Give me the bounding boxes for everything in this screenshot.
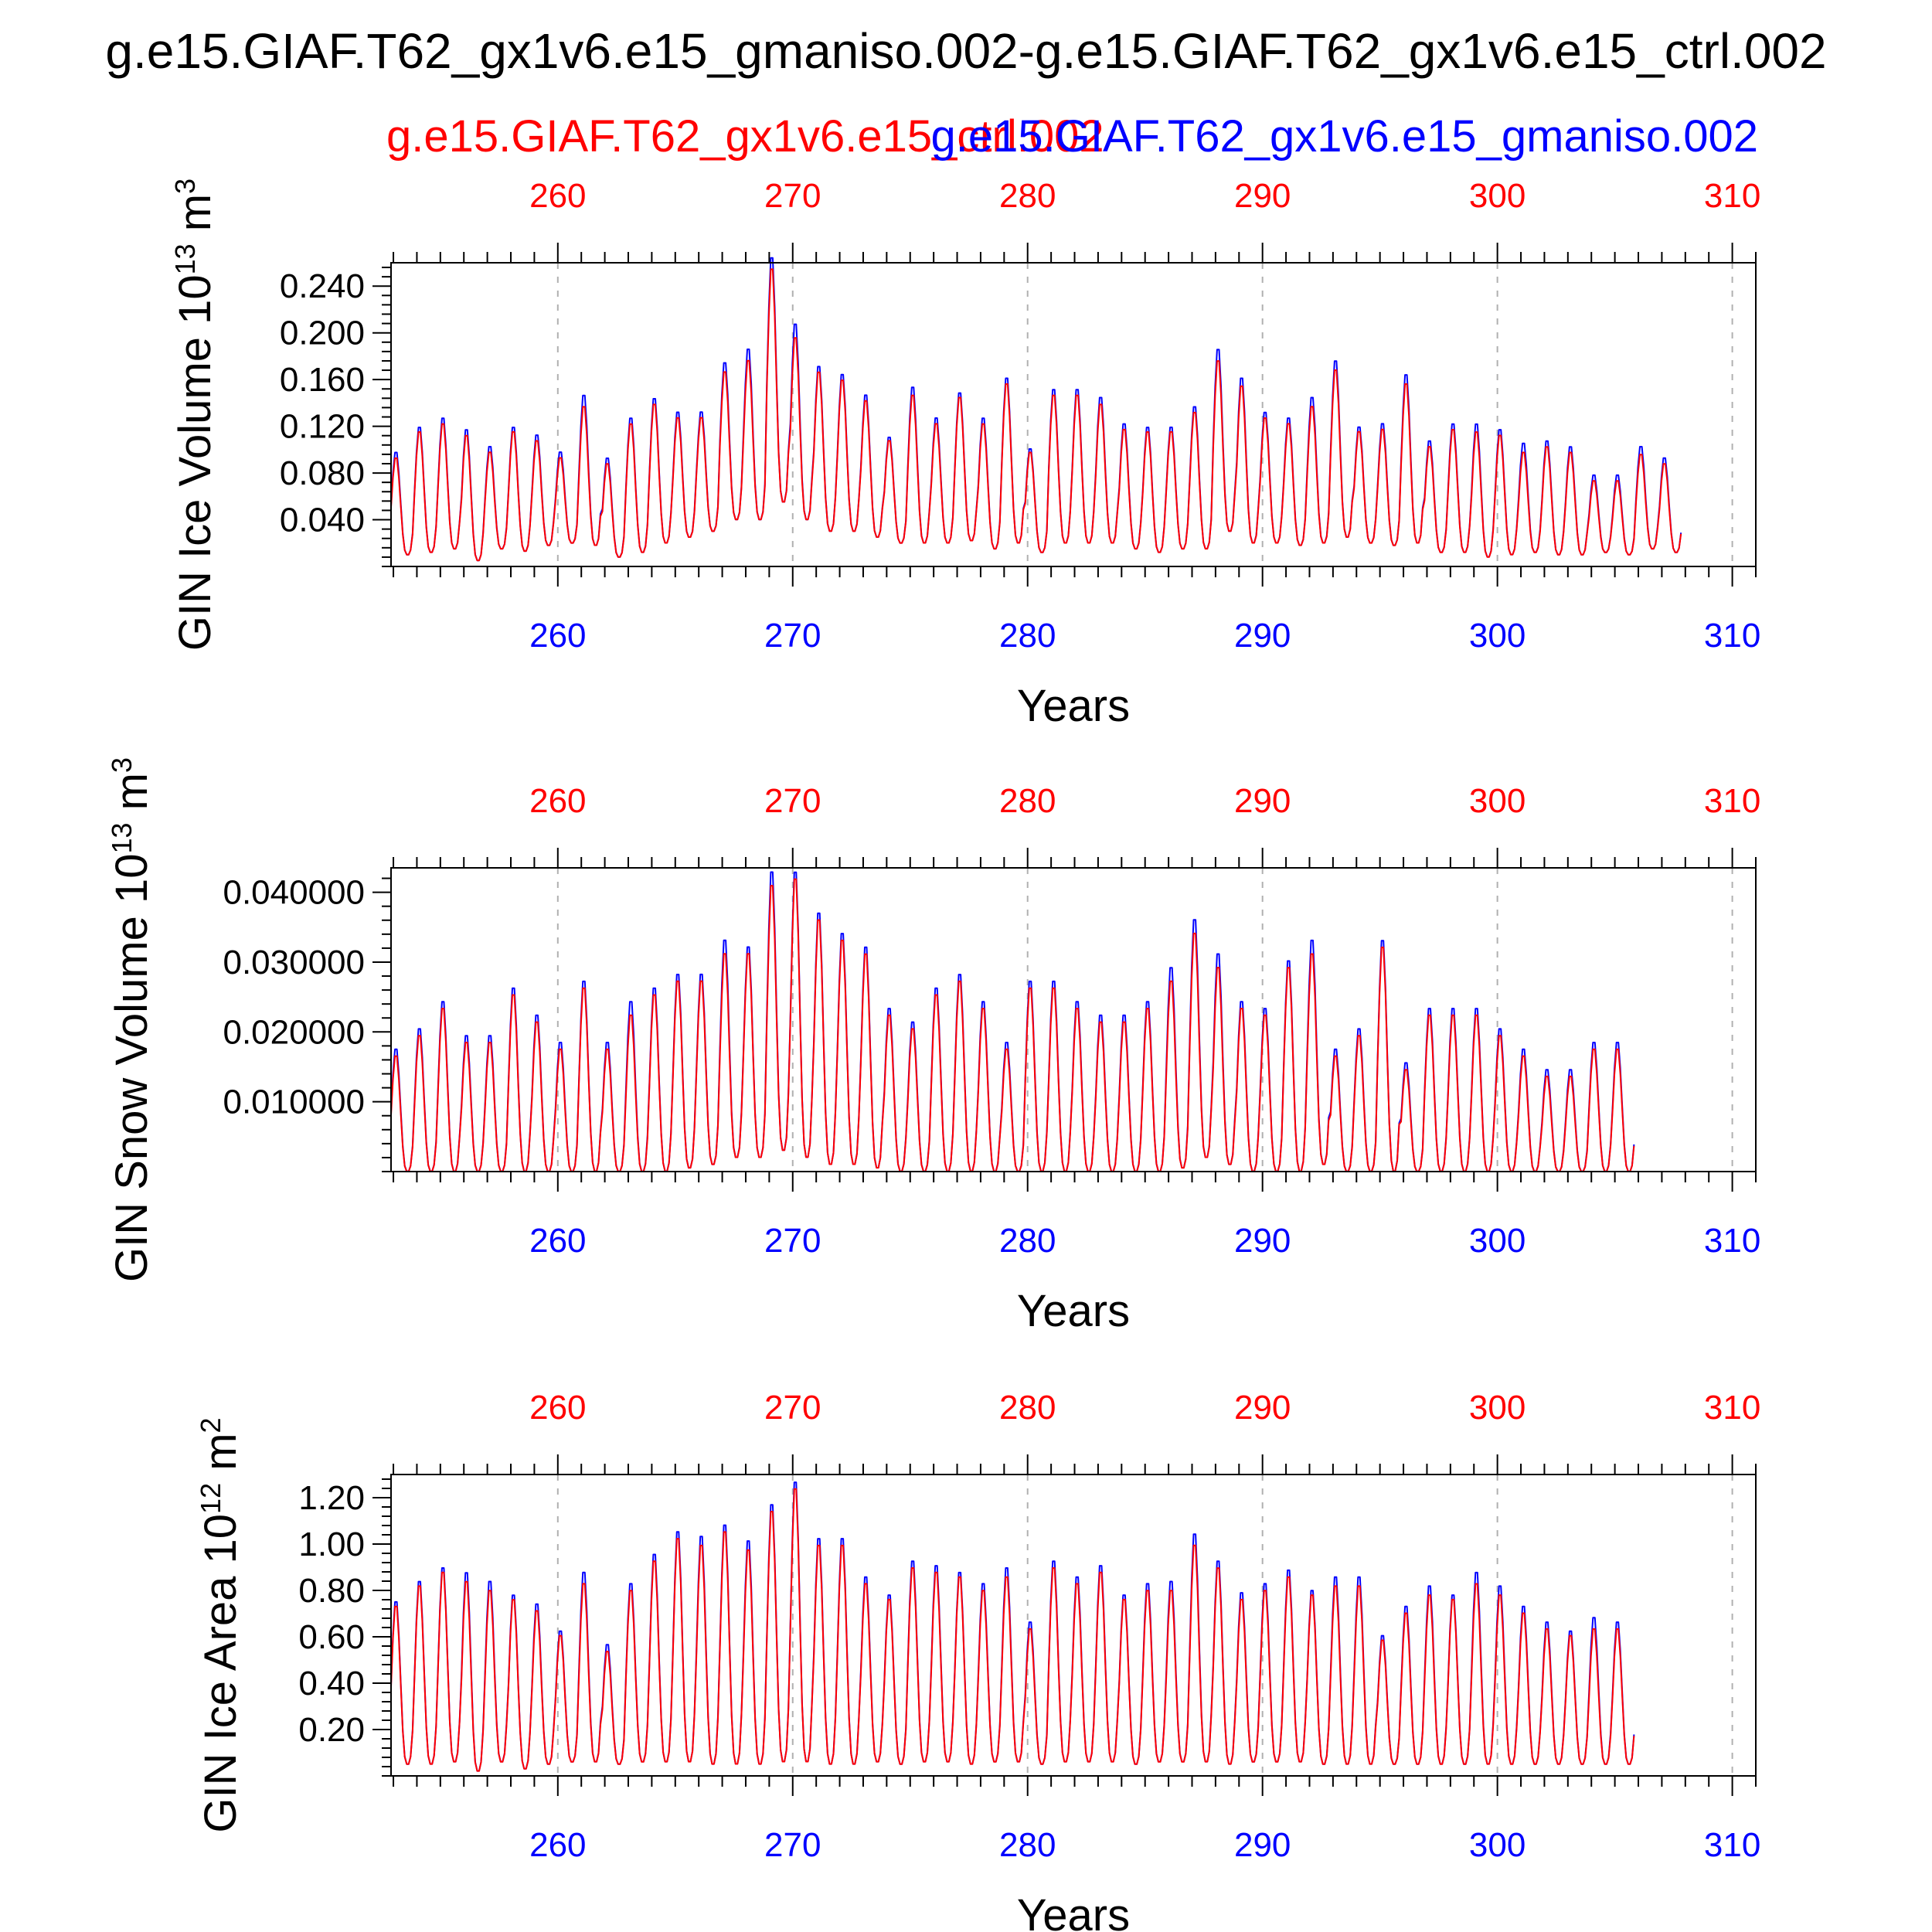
y-tick-label: 0.200 xyxy=(280,315,365,352)
x-tick-label-top: 310 xyxy=(1704,177,1760,215)
x-tick-label-top: 280 xyxy=(999,177,1056,215)
x-tick-label-bottom: 310 xyxy=(1704,1222,1760,1260)
plot-frame xyxy=(390,867,1757,1172)
x-axis-title: Years xyxy=(1017,1286,1130,1336)
x-tick-label-top: 290 xyxy=(1234,1389,1291,1427)
y-tick-label: 0.040 xyxy=(280,502,365,539)
y-tick-label: 1.00 xyxy=(298,1526,365,1563)
panels: 260 260 270 270 280 280 290 290 300 300 310 310 Year… xyxy=(106,177,1761,1932)
y-tick-label: 1.20 xyxy=(298,1479,365,1517)
x-tick-label-top: 290 xyxy=(1234,177,1291,215)
y-tick-label: 0.80 xyxy=(298,1572,365,1610)
x-tick-label-top: 270 xyxy=(764,177,821,215)
y-axis-title: GIN Ice Area 1012 m2 xyxy=(195,1417,247,1832)
y-tick-label: 0.160 xyxy=(280,361,365,399)
x-tick-label-bottom: 270 xyxy=(764,1222,821,1260)
ctrl-series-line xyxy=(390,878,1635,1172)
x-tick-label-bottom: 280 xyxy=(999,1826,1056,1864)
x-tick-label-top: 270 xyxy=(764,782,821,820)
y-tick-label: 0.010000 xyxy=(223,1083,365,1121)
y-tick-label: 0.030000 xyxy=(223,944,365,981)
x-tick-label-bottom: 270 xyxy=(764,617,821,655)
y-axis-title: GIN Snow Volume 1013 m3 xyxy=(106,757,158,1282)
x-tick-label-top: 270 xyxy=(764,1389,821,1427)
y-tick-label: 0.120 xyxy=(280,408,365,446)
y-tick-label: 0.20 xyxy=(298,1711,365,1749)
figure-title: g.e15.GIAF.T62_gx1v6.e15_gmaniso.002-g.e… xyxy=(105,23,1826,79)
y-tick-label: 0.40 xyxy=(298,1665,365,1702)
x-tick-label-bottom: 260 xyxy=(529,617,586,655)
ctrl-series-line xyxy=(390,268,1682,562)
x-tick-label-top: 260 xyxy=(529,177,586,215)
legend-ctrl-label: g.e15.GIAF.T62_gx1v6.e15_ctrl.002 xyxy=(386,111,1104,162)
x-tick-label-bottom: 290 xyxy=(1234,1826,1291,1864)
y-tick-label: 0.080 xyxy=(280,454,365,492)
x-tick-label-bottom: 280 xyxy=(999,617,1056,655)
y-axis-title: GIN Ice Volume 1013 m3 xyxy=(169,179,221,651)
x-tick-label-top: 300 xyxy=(1469,177,1526,215)
x-tick-label-bottom: 300 xyxy=(1469,1222,1526,1260)
plot-frame xyxy=(390,1474,1757,1777)
chart-panel-2: 260 260 270 270 280 280 290 290 300 300 310 310 Year… xyxy=(106,757,1761,1336)
chart-panel-1: 260 260 270 270 280 280 290 290 300 300 310 310 Year… xyxy=(169,177,1761,731)
x-tick-label-bottom: 310 xyxy=(1704,617,1760,655)
x-tick-label-top: 290 xyxy=(1234,782,1291,820)
x-axis-title: Years xyxy=(1017,681,1130,731)
x-tick-label-top: 280 xyxy=(999,782,1056,820)
legend-gmaniso-label: g.e15.GIAF.T62_gx1v6.e15_gmaniso.002 xyxy=(930,111,1758,162)
y-tick-label: 0.60 xyxy=(298,1618,365,1656)
y-tick-label: 0.240 xyxy=(280,267,365,305)
x-tick-label-bottom: 310 xyxy=(1704,1826,1760,1864)
plot-frame xyxy=(390,262,1757,567)
x-tick-label-top: 260 xyxy=(529,1389,586,1427)
y-tick-label: 0.020000 xyxy=(223,1013,365,1051)
y-tick-label: 0.040000 xyxy=(223,874,365,912)
x-tick-label-bottom: 280 xyxy=(999,1222,1056,1260)
x-tick-label-bottom: 290 xyxy=(1234,1222,1291,1260)
x-tick-label-top: 300 xyxy=(1469,782,1526,820)
x-tick-label-bottom: 300 xyxy=(1469,617,1526,655)
x-tick-label-top: 280 xyxy=(999,1389,1056,1427)
x-tick-label-top: 310 xyxy=(1704,782,1760,820)
x-tick-label-top: 300 xyxy=(1469,1389,1526,1427)
x-axis-title: Years xyxy=(1017,1890,1130,1932)
chart-panel-3: 260 260 270 270 280 280 290 290 300 300 310 310 Year… xyxy=(195,1389,1761,1932)
ctrl-series-line xyxy=(390,1488,1635,1772)
x-tick-label-top: 260 xyxy=(529,782,586,820)
x-tick-label-bottom: 260 xyxy=(529,1826,586,1864)
x-tick-label-bottom: 260 xyxy=(529,1222,586,1260)
x-tick-label-bottom: 300 xyxy=(1469,1826,1526,1864)
x-tick-label-bottom: 270 xyxy=(764,1826,821,1864)
x-tick-label-top: 310 xyxy=(1704,1389,1760,1427)
x-tick-label-bottom: 290 xyxy=(1234,617,1291,655)
